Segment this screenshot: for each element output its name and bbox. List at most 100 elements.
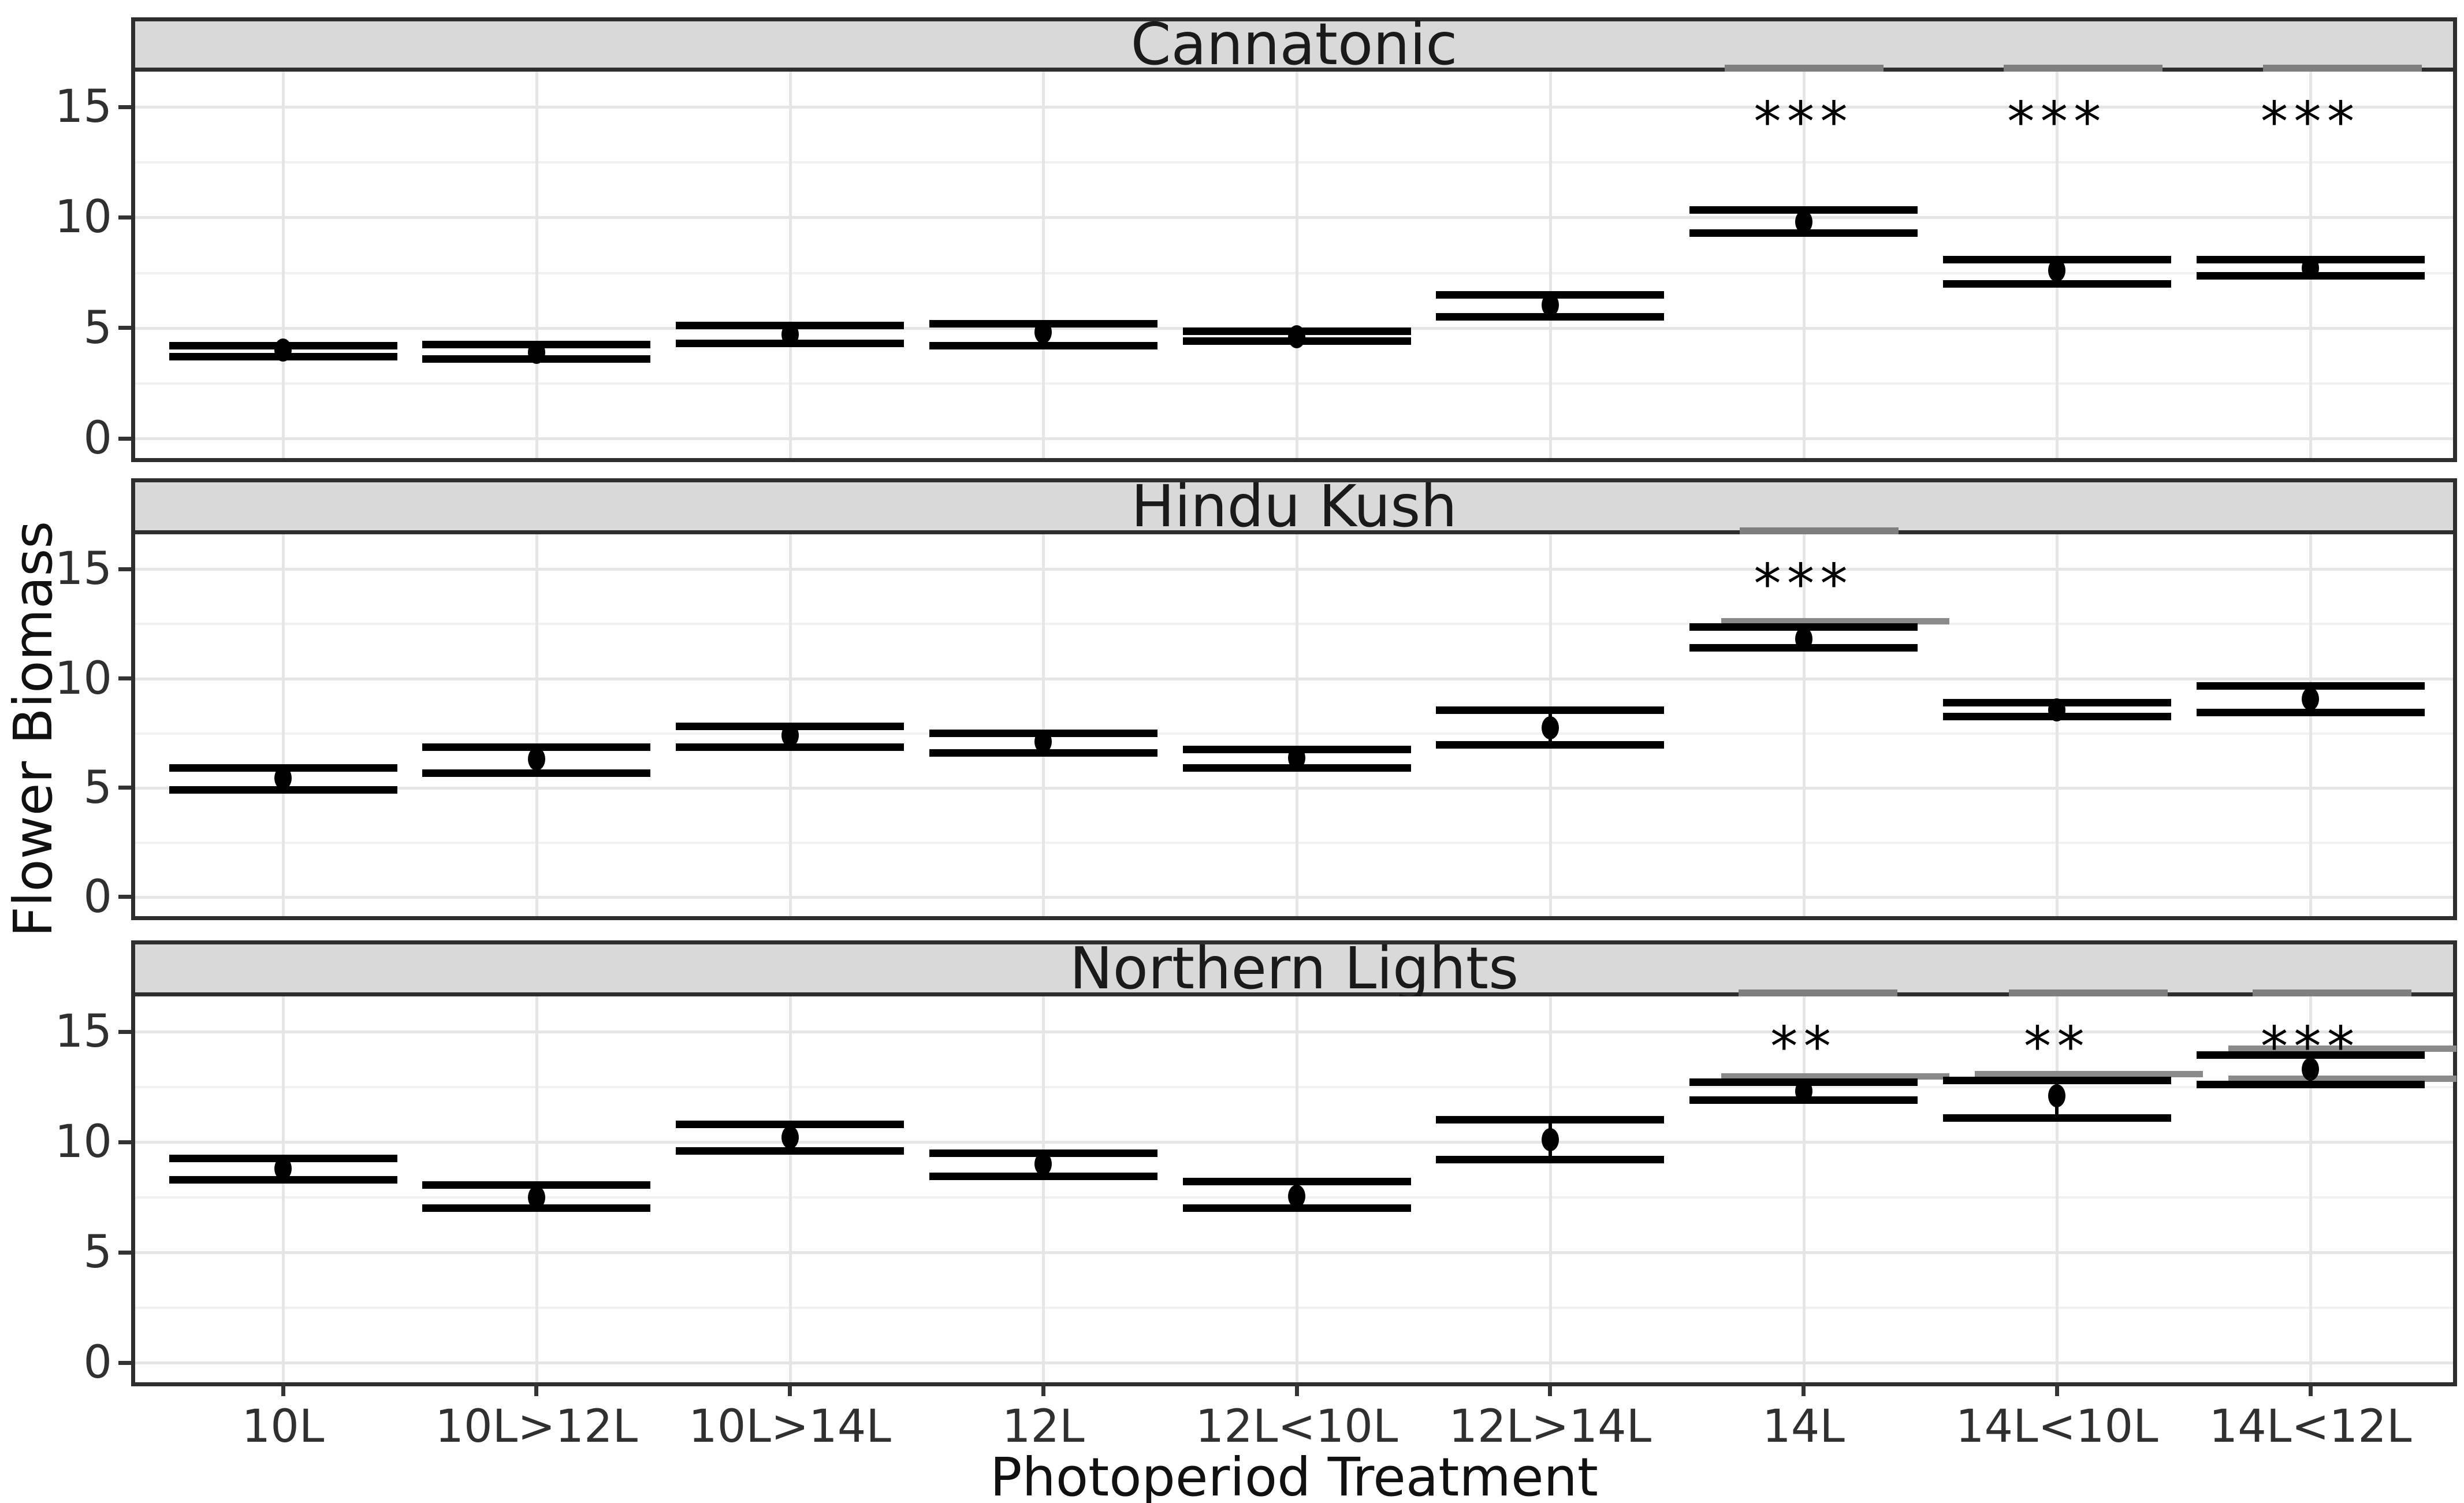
x-tick [1802, 1382, 1806, 1396]
x-tick-label: 14L<12L [2209, 1401, 2412, 1453]
clipped-top-segment [1724, 65, 1884, 72]
x-axis-title: Photoperiod Treatment [990, 1446, 1598, 1503]
clipped-top-segment [2263, 65, 2422, 72]
mean-point [2048, 698, 2066, 722]
ci-lower-line [676, 743, 904, 752]
vertical-gridline [1042, 996, 1045, 1382]
mean-point [2048, 259, 2066, 282]
ci-lower-line [929, 341, 1157, 349]
vertical-gridline [282, 72, 285, 458]
ci-lower-line [1436, 313, 1665, 321]
major-gridline [135, 677, 2453, 680]
ci-lower-line [422, 769, 651, 777]
mean-point [2048, 1084, 2066, 1107]
significance-stars: *** [1754, 91, 1853, 155]
vertical-gridline [2056, 534, 2059, 916]
mean-point [527, 747, 545, 771]
vertical-gridline [535, 72, 538, 458]
y-tick-label: 0 [83, 1337, 112, 1389]
y-tick-label: 15 [54, 81, 112, 133]
mean-point [1795, 1080, 1812, 1103]
x-tick-label: 12L>14L [1449, 1401, 1652, 1453]
ci-gray-line [1721, 1073, 1949, 1080]
mean-point [1288, 746, 1305, 770]
minor-gridline [135, 1307, 2453, 1309]
significance-stars: *** [1754, 553, 1853, 617]
x-tick-label: 12L<10L [1195, 1401, 1398, 1453]
y-tick-label: 5 [83, 302, 112, 354]
ci-lower-line [676, 1147, 904, 1155]
clipped-top-segment [2004, 65, 2163, 72]
major-gridline [135, 786, 2453, 790]
ci-lower-line [2196, 1081, 2425, 1089]
minor-gridline [135, 1086, 2453, 1089]
y-tick [118, 436, 131, 441]
panel-hindu-kush: 15 10 5 0 *** [55, 527, 2457, 921]
mean-point [1795, 210, 1812, 234]
mean-point [1288, 325, 1305, 349]
y-tick-label: 10 [54, 652, 112, 705]
y-tick [118, 567, 131, 571]
ci-lower-line [1436, 741, 1665, 749]
clipped-top-segment [1739, 527, 1899, 534]
major-gridline [135, 568, 2453, 571]
major-gridline [135, 1251, 2453, 1255]
major-gridline [135, 437, 2453, 441]
y-tick-label: 5 [83, 761, 112, 814]
vertical-gridline [1042, 534, 1045, 916]
y-tick-label: 15 [54, 543, 112, 596]
vertical-gridline [1802, 534, 1806, 916]
y-tick-label: 15 [54, 1006, 112, 1058]
y-tick [118, 895, 131, 899]
minor-gridline [135, 623, 2453, 626]
y-axis-title: Flower Biomass [2, 520, 64, 937]
mean-point [781, 723, 799, 747]
x-tick-label: 14L [1762, 1401, 1845, 1453]
minor-gridline [135, 732, 2453, 735]
y-tick-label: 5 [83, 1226, 112, 1279]
mean-point [1034, 730, 1052, 754]
ci-lower-line [929, 1172, 1157, 1180]
ci-gray-line [2228, 1075, 2456, 1082]
vertical-gridline [1549, 72, 1552, 458]
y-tick [118, 1250, 131, 1255]
mean-point [274, 766, 292, 790]
mean-point [1034, 1152, 1052, 1176]
ci-lower-line [2196, 708, 2425, 716]
y-tick [118, 326, 131, 330]
vertical-gridline [1802, 72, 1806, 458]
panel-cannatonic: 15 10 5 0 *** *** *** [55, 65, 2457, 463]
vertical-gridline [2309, 996, 2312, 1382]
facet-title: Cannatonic [1130, 10, 1458, 78]
clipped-top-segment [1738, 989, 1897, 996]
major-gridline [135, 216, 2453, 220]
major-gridline [135, 1030, 2453, 1034]
mean-point [781, 323, 799, 347]
vertical-gridline [1296, 72, 1298, 458]
minor-gridline [135, 161, 2453, 164]
ci-lower-line [1182, 1204, 1411, 1212]
mean-point [1541, 1128, 1559, 1152]
x-tick [1041, 1382, 1045, 1396]
vertical-gridline [1802, 996, 1806, 1382]
y-tick [118, 1360, 131, 1365]
x-tick-label: 10L>14L [688, 1401, 891, 1453]
ci-lower-line [1436, 1156, 1665, 1164]
vertical-gridline [1549, 996, 1552, 1382]
mean-point [527, 340, 545, 364]
y-tick [118, 1140, 131, 1144]
ci-gray-line [2228, 1046, 2456, 1052]
y-tick-label: 10 [54, 1116, 112, 1169]
ci-lower-line [1942, 1114, 2171, 1122]
major-gridline [135, 895, 2453, 899]
vertical-gridline [788, 996, 792, 1382]
y-tick [118, 1029, 131, 1034]
y-tick-label: 0 [83, 412, 112, 465]
x-tick [1548, 1382, 1553, 1396]
y-tick-label: 10 [54, 191, 112, 244]
x-tick-label: 14L<10L [1955, 1401, 2158, 1453]
mean-point [1795, 627, 1812, 651]
mean-point [2302, 687, 2319, 711]
y-tick [118, 215, 131, 220]
vertical-gridline [535, 534, 538, 916]
